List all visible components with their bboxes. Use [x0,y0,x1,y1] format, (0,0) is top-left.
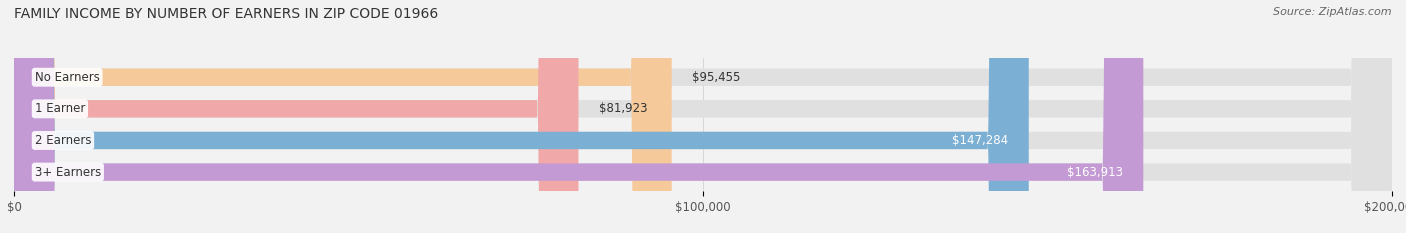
FancyBboxPatch shape [14,0,1392,233]
FancyBboxPatch shape [14,0,1392,233]
Text: 2 Earners: 2 Earners [35,134,91,147]
Text: $95,455: $95,455 [692,71,741,84]
Text: Source: ZipAtlas.com: Source: ZipAtlas.com [1274,7,1392,17]
Text: FAMILY INCOME BY NUMBER OF EARNERS IN ZIP CODE 01966: FAMILY INCOME BY NUMBER OF EARNERS IN ZI… [14,7,439,21]
FancyBboxPatch shape [14,0,1392,233]
FancyBboxPatch shape [14,0,672,233]
FancyBboxPatch shape [14,0,1029,233]
FancyBboxPatch shape [14,0,578,233]
Text: $81,923: $81,923 [599,102,648,115]
Text: No Earners: No Earners [35,71,100,84]
Text: $147,284: $147,284 [952,134,1008,147]
Text: $163,913: $163,913 [1067,166,1122,178]
FancyBboxPatch shape [14,0,1392,233]
Text: 3+ Earners: 3+ Earners [35,166,101,178]
FancyBboxPatch shape [14,0,1143,233]
Text: 1 Earner: 1 Earner [35,102,86,115]
